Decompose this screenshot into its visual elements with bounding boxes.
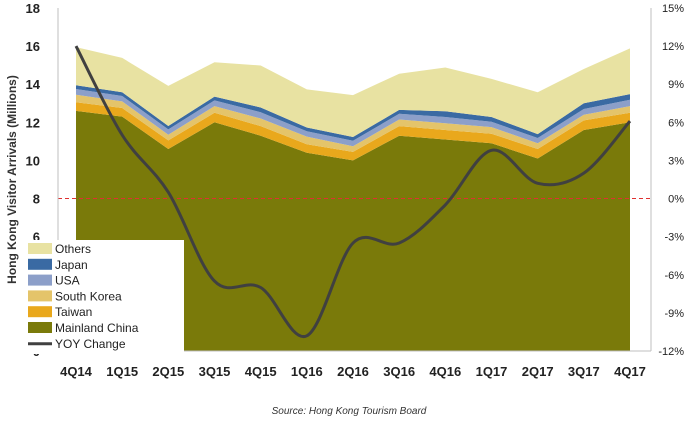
x-tick-label: 1Q17	[476, 364, 508, 379]
right-tick-label: -9%	[664, 308, 684, 320]
legend-swatch	[28, 274, 52, 286]
left-tick-label: 14	[26, 77, 41, 92]
x-tick-label: 3Q15	[199, 364, 231, 379]
left-tick-label: 12	[26, 115, 40, 130]
x-tick-label: 3Q16	[383, 364, 415, 379]
x-tick-label: 2Q15	[152, 364, 184, 379]
left-tick-label: 10	[26, 153, 40, 168]
x-tick-label: 4Q14	[60, 364, 93, 379]
legend-label: Mainland China	[55, 321, 139, 335]
area-series-usa	[76, 89, 630, 147]
legend-swatch	[28, 290, 52, 302]
legend-swatch	[28, 322, 52, 333]
area-series-taiwan	[76, 102, 630, 161]
stacked-areas	[76, 47, 630, 352]
right-tick-label: 6%	[668, 117, 684, 129]
legend-label: South Korea	[55, 289, 122, 303]
x-tick-label: 1Q15	[106, 364, 138, 379]
x-tick-label: 2Q16	[337, 364, 369, 379]
right-tick-label: -12%	[658, 346, 684, 358]
legend-label: USA	[55, 274, 80, 288]
right-tick-label: 12%	[662, 41, 684, 53]
right-tick-label: -3%	[664, 232, 684, 244]
right-tick-label: 3%	[668, 155, 684, 167]
legend-swatch	[28, 258, 52, 270]
legend-label: Taiwan	[55, 305, 92, 319]
right-tick-label: 0%	[668, 194, 684, 206]
left-tick-label: 6	[33, 230, 40, 245]
x-tick-label: 4Q17	[614, 364, 646, 379]
left-tick-label: 16	[26, 39, 40, 54]
x-tick-label: 4Q15	[245, 364, 277, 379]
x-tick-label: 2Q17	[522, 364, 554, 379]
x-tick-label: 4Q16	[429, 364, 461, 379]
area-series-others	[76, 47, 630, 137]
right-tick-label: 15%	[662, 3, 684, 15]
source-note: Source: Hong Kong Tourism Board	[272, 406, 427, 417]
y-axis-title: Hong Kong Visitor Arrivals (Millions)	[5, 75, 19, 284]
yoy-change-line	[74, 45, 632, 338]
left-tick-label: 18	[26, 1, 40, 16]
legend-label: Japan	[55, 258, 88, 272]
right-tick-label: -6%	[664, 270, 684, 282]
area-series-south-korea	[76, 94, 630, 152]
legend-label: YOY Change	[55, 337, 126, 351]
x-tick-label: 1Q16	[291, 364, 323, 379]
left-tick-label: 8	[33, 192, 40, 207]
x-tick-label: 3Q17	[568, 364, 600, 379]
area-series-japan	[76, 85, 630, 141]
right-tick-label: 9%	[668, 79, 684, 91]
legend-label: Others	[55, 242, 91, 256]
legend-swatch	[28, 306, 52, 318]
legend-swatch	[28, 243, 52, 254]
area-series-mainland-china	[76, 110, 630, 352]
